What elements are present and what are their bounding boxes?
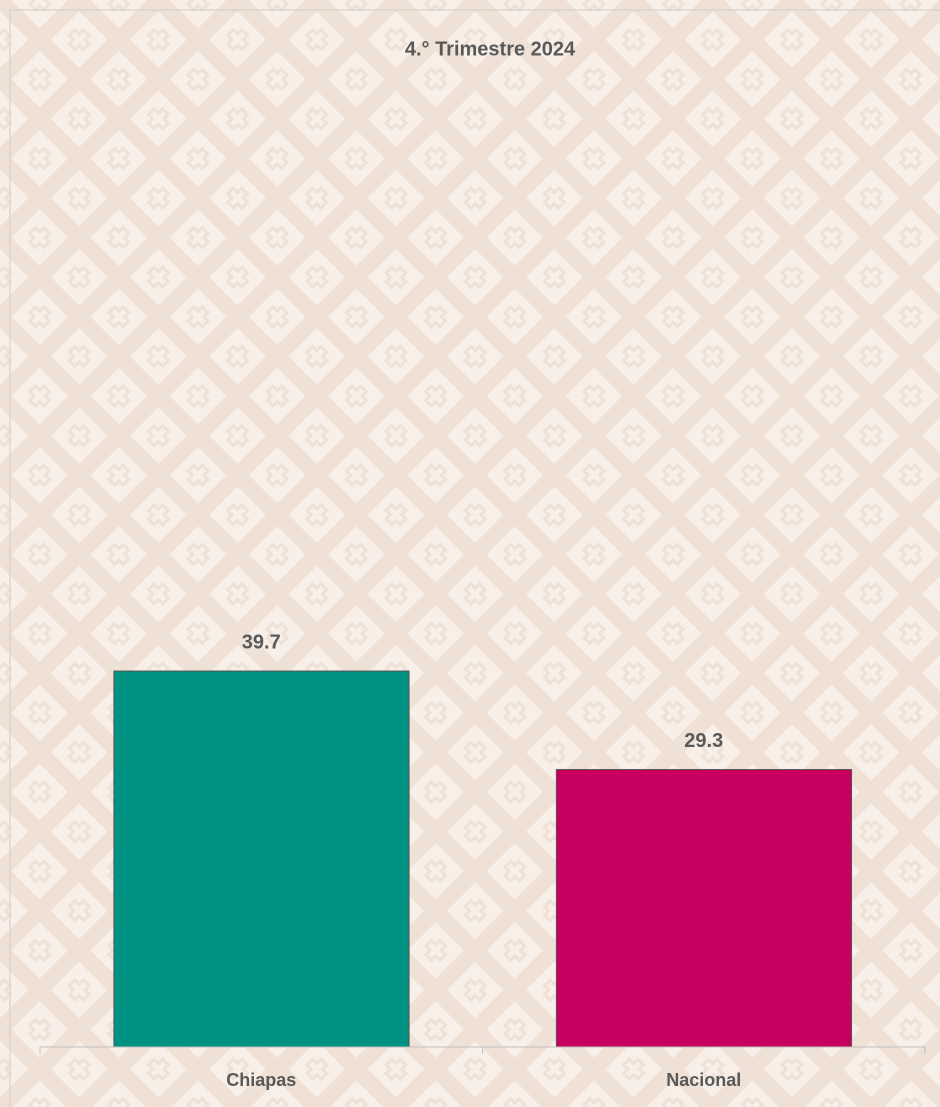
x-tick-label: Chiapas [226,1070,296,1090]
chart-title: 4.° Trimestre 2024 [405,38,576,60]
data-label: 29.3 [684,730,723,752]
bar [555,769,853,1048]
bar [113,670,410,1048]
chart-border [9,9,940,1107]
x-tick-label: Nacional [666,1070,741,1090]
data-label: 39.7 [242,631,281,653]
